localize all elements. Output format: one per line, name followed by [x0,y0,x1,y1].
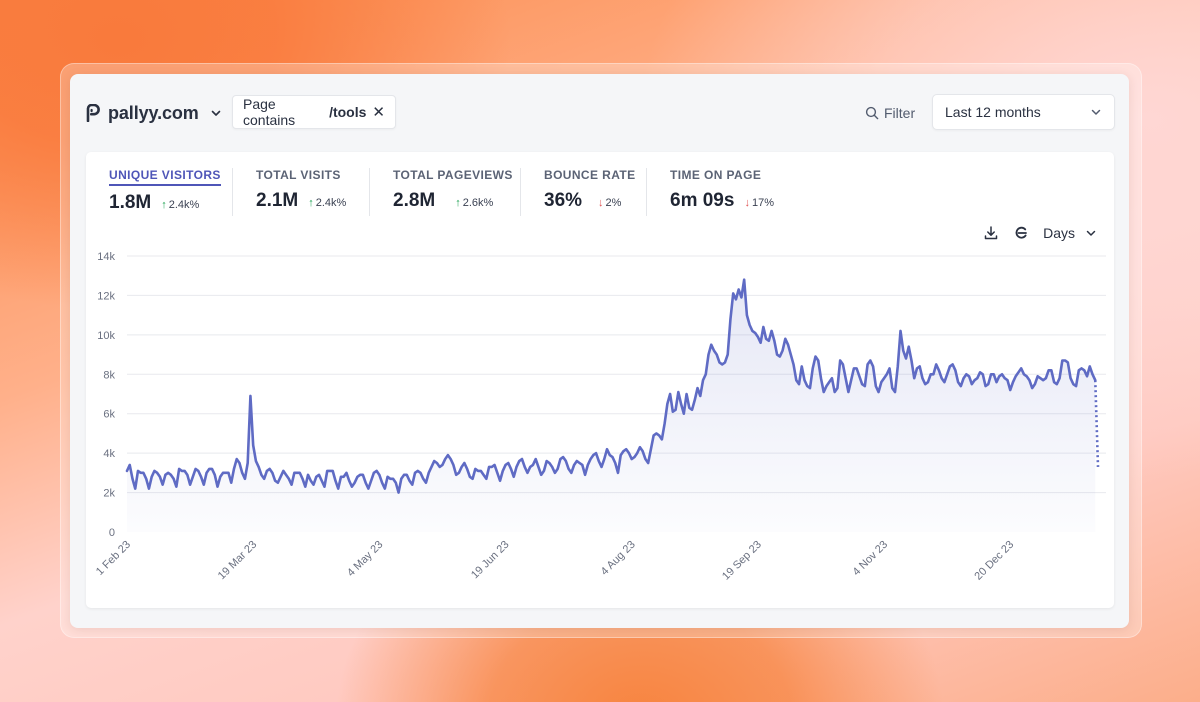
download-icon[interactable] [983,225,999,241]
y-tick-label: 2k [103,488,115,500]
divider [520,168,521,216]
chart-toolbar: Days [983,222,1097,244]
interval-select[interactable]: Days [1043,225,1097,241]
x-tick-label: 19 Jun 23 [469,539,512,582]
x-tick-label: 4 Nov 23 [851,539,891,579]
chevron-down-icon [1086,230,1096,236]
arrow-up-icon: ↑ [455,197,461,209]
chevron-down-icon [211,110,221,116]
stat-bounce-rate[interactable]: BOUNCE RATE 36% ↓ 2% [544,166,636,218]
x-tick-label: 4 Aug 23 [599,539,638,578]
stats-row: UNIQUE VISITORS 1.8M ↑ 2.4k% TOTAL VISITS… [86,166,1114,218]
remove-filter-icon[interactable]: ✕ [372,103,385,121]
divider [646,168,647,216]
stat-change: ↑ 2.4k% [161,199,200,211]
y-tick-label: 8k [103,369,115,381]
x-tick-label: 19 Mar 23 [216,539,260,583]
stat-label: BOUNCE RATE [544,168,636,182]
search-icon [865,106,879,120]
page-filter-chip[interactable]: Page contains /tools ✕ [232,95,396,129]
filter-label: Filter [884,105,916,121]
date-range-select[interactable]: Last 12 months [932,94,1115,130]
stat-unique-visitors[interactable]: UNIQUE VISITORS 1.8M ↑ 2.4k% [109,166,221,218]
y-tick-label: 4k [103,448,115,460]
stat-change: ↓ 2% [598,197,622,209]
stat-time-on-page[interactable]: TIME ON PAGE 6m 09s ↓ 17% [670,166,774,218]
date-range-value: Last 12 months [945,104,1041,120]
stat-value: 2.8M [393,190,436,211]
analytics-card: UNIQUE VISITORS 1.8M ↑ 2.4k% TOTAL VISITS… [86,152,1114,608]
chevron-down-icon [1091,109,1101,115]
y-tick-label: 12k [97,290,115,302]
filter-chip-value: /tools [329,104,367,120]
stat-value: 36% [544,190,583,211]
y-tick-label: 10k [97,330,115,342]
y-tick-label: 14k [97,251,115,263]
divider [369,168,370,216]
arrow-down-icon: ↓ [598,197,604,209]
filter-chip-prefix: Page contains [243,96,296,128]
series-line [125,278,1097,494]
stat-label: TOTAL VISITS [256,168,341,182]
filter-button[interactable]: Filter [865,101,915,125]
top-bar: pallyy.com Page contains /tools ✕ Filter… [70,74,1129,150]
site-name: pallyy.com [108,102,199,123]
arrow-down-icon: ↓ [744,197,750,209]
arrow-up-icon: ↑ [161,199,167,211]
arrow-up-icon: ↑ [308,197,314,209]
x-tick-label: 1 Feb 23 [94,539,133,578]
stat-label: UNIQUE VISITORS [109,168,221,186]
stat-value: 2.1M [256,190,299,211]
stat-change: ↑ 2.4k% [308,197,347,209]
stat-value: 1.8M [109,192,152,213]
series-line-incomplete [1093,380,1100,467]
interval-label: Days [1043,225,1075,241]
x-tick-label: 20 Dec 23 [972,539,1016,583]
pallyy-logo-icon [86,104,100,122]
series-area [127,279,1096,532]
stat-change: ↓ 17% [744,197,774,209]
stat-change: ↑ 2.6k% [455,197,494,209]
x-tick-label: 19 Sep 23 [720,539,764,583]
x-tick-label: 4 May 23 [345,539,385,579]
stat-label: TOTAL PAGEVIEWS [393,168,513,182]
analytics-window: pallyy.com Page contains /tools ✕ Filter… [70,74,1129,628]
y-tick-label: 0 [109,527,115,539]
stat-value: 6m 09s [670,190,735,211]
divider [232,168,233,216]
site-switcher[interactable]: pallyy.com [85,100,222,126]
y-tick-label: 6k [103,409,115,421]
visitors-chart: 0 2k 4k 6k 8k 10k 12k 14k 1 Feb 23 19 Mar 23 4 May… [94,251,1106,583]
comparison-icon[interactable] [1013,225,1029,241]
stat-label: TIME ON PAGE [670,168,762,182]
stat-total-pageviews[interactable]: TOTAL PAGEVIEWS 2.8M ↑ 2.6k% [393,166,513,218]
stat-total-visits[interactable]: TOTAL VISITS 2.1M ↑ 2.4k% [256,166,346,218]
